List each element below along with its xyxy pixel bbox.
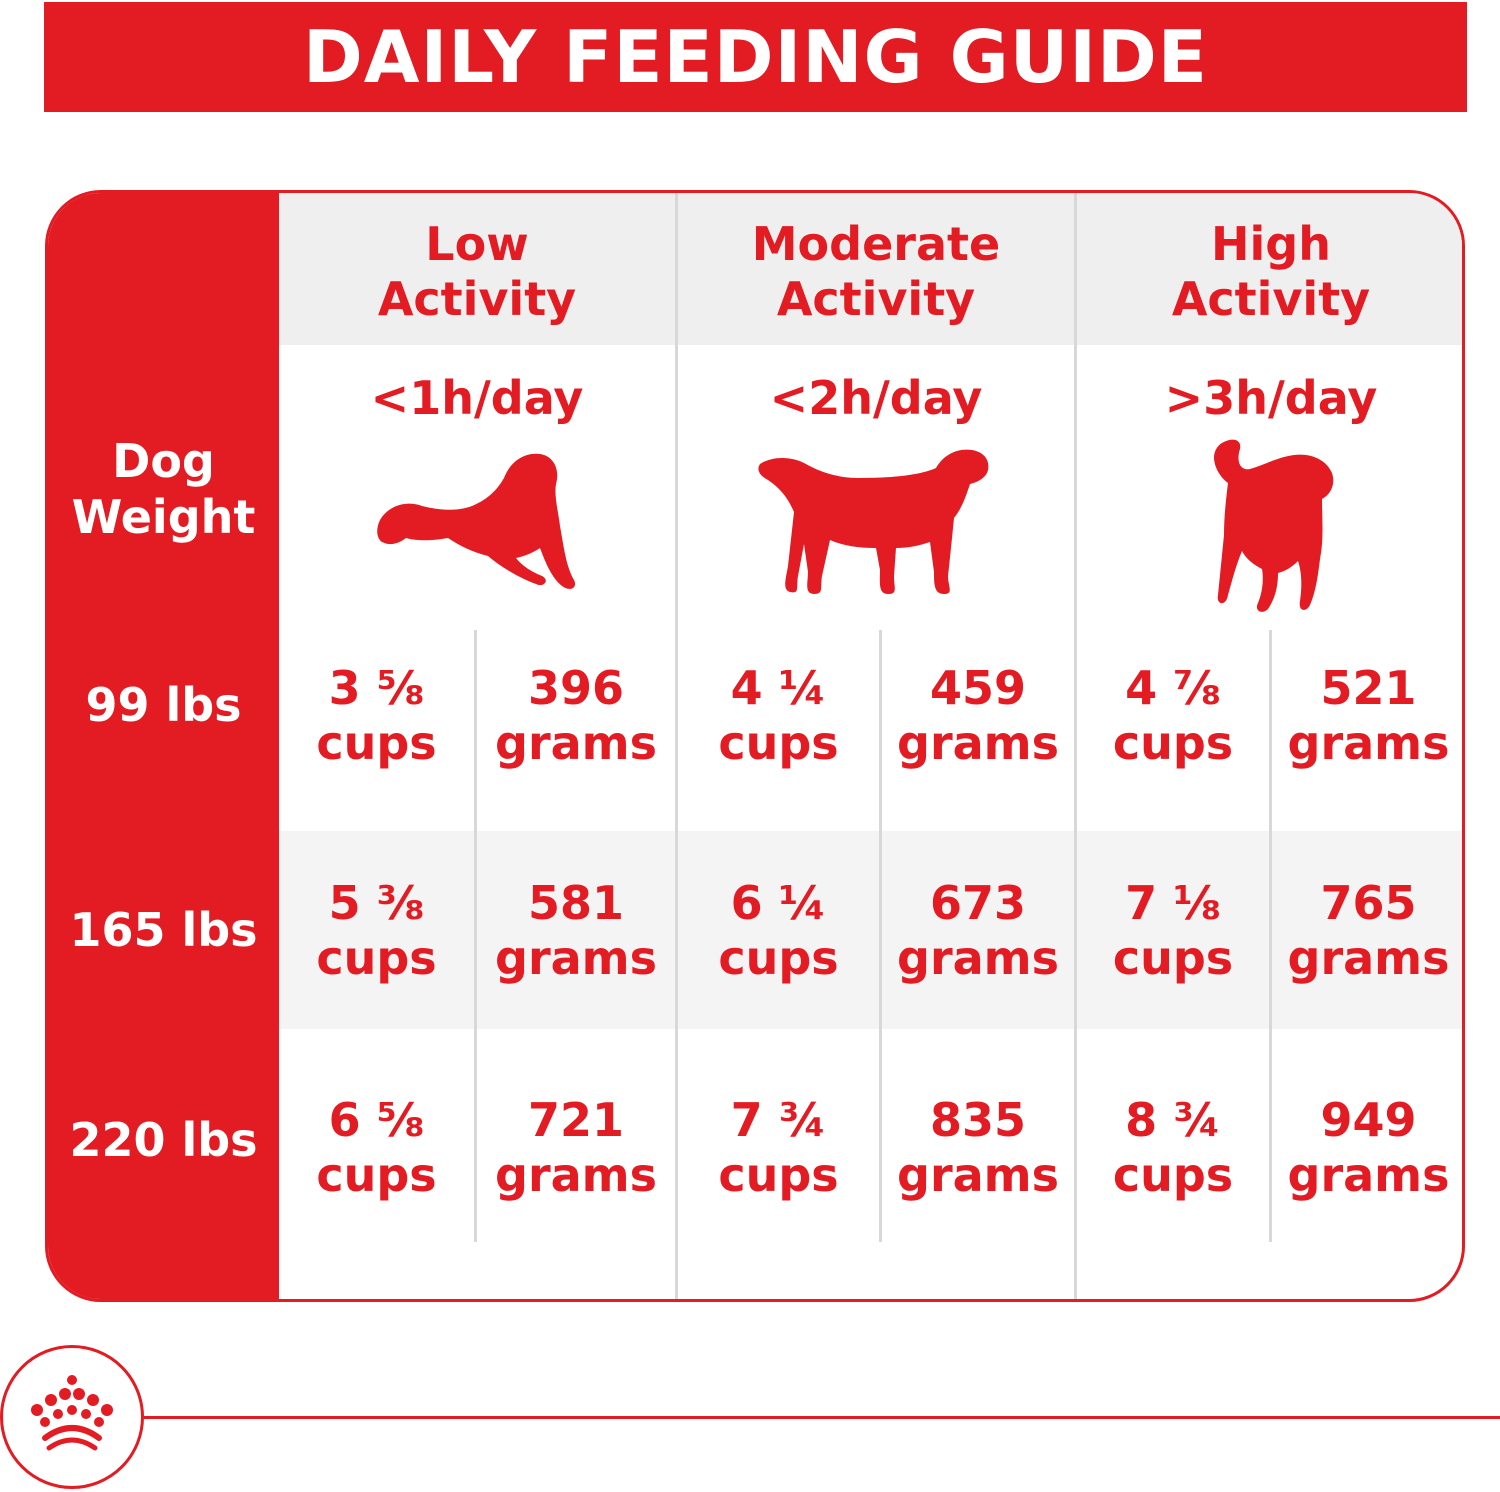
- cell-value: 581: [527, 876, 625, 930]
- divider-high-sub: [1269, 630, 1272, 1242]
- cell-unit: grams: [495, 716, 657, 770]
- cell-unit: cups: [316, 716, 437, 770]
- cell-value: 5 ⅜: [328, 876, 425, 930]
- royal-crown-logo: [0, 1345, 144, 1489]
- cell-value: 459: [929, 661, 1027, 715]
- cell-value: 4 ¼: [730, 661, 827, 715]
- cell-unit: grams: [1287, 716, 1450, 770]
- cell-165-high-cups: 7 ⅛ cups: [1077, 876, 1269, 986]
- activity-title-low-line-1: Low: [425, 217, 529, 271]
- activity-title-low-line-2: Activity: [377, 272, 577, 326]
- activity-title-low: Low Activity: [279, 217, 675, 327]
- cell-unit: grams: [495, 1148, 657, 1202]
- divider-low-moderate: [675, 193, 678, 1299]
- cell-value: 521: [1320, 661, 1417, 715]
- cell-value: 765: [1320, 876, 1417, 930]
- cell-unit: cups: [316, 1148, 437, 1202]
- weight-header: Dog Weight: [48, 433, 279, 545]
- cell-unit: grams: [897, 931, 1059, 985]
- standing-dog-icon: [758, 449, 989, 594]
- activity-time-low: <1h/day: [370, 371, 584, 425]
- weight-220: 220 lbs: [69, 1113, 258, 1167]
- activity-title-moderate-line-2: Activity: [776, 272, 976, 326]
- cell-value: 396: [527, 661, 625, 715]
- cell-220-high-grams: 949 grams: [1272, 1093, 1462, 1203]
- cell-unit: grams: [1287, 931, 1450, 985]
- cell-unit: cups: [1112, 716, 1234, 770]
- cell-99-moderate-grams: 459 grams: [882, 661, 1074, 771]
- activity-title-high-line-1: High: [1211, 217, 1331, 271]
- cell-value: 6 ⅝: [328, 1093, 425, 1147]
- cell-value: 8 ¾: [1125, 1093, 1221, 1147]
- cell-unit: grams: [897, 1148, 1059, 1202]
- weight-99: 99 lbs: [85, 678, 242, 732]
- activity-title-high: High Activity: [1077, 217, 1462, 327]
- activity-title-moderate-line-1: Moderate: [751, 217, 1001, 271]
- cell-value: 7 ⅛: [1125, 876, 1221, 930]
- cell-unit: cups: [718, 1148, 839, 1202]
- activity-title-high-line-2: Activity: [1171, 272, 1371, 326]
- cell-value: 721: [527, 1093, 625, 1147]
- cell-165-moderate-grams: 673 grams: [882, 876, 1074, 986]
- cell-220-moderate-cups: 7 ¾ cups: [678, 1093, 879, 1203]
- page-title: DAILY FEEDING GUIDE: [44, 2, 1467, 112]
- cell-unit: cups: [1112, 1148, 1234, 1202]
- cell-165-low-grams: 581 grams: [477, 876, 675, 986]
- cell-value: 835: [929, 1093, 1027, 1147]
- cell-unit: cups: [718, 716, 839, 770]
- feeding-table: Dog Weight Low Activity Moderate Activit…: [45, 190, 1465, 1302]
- logo-rule: [144, 1416, 1500, 1419]
- lying-dog-icon: [377, 453, 576, 589]
- cell-99-high-cups: 4 ⅞ cups: [1077, 661, 1269, 771]
- weight-165: 165 lbs: [69, 903, 258, 957]
- activity-header-band: [279, 193, 1462, 345]
- divider-moderate-sub: [879, 630, 882, 1242]
- weight-column: [48, 193, 279, 1299]
- cell-value: 3 ⅝: [328, 661, 425, 715]
- cell-unit: grams: [1287, 1148, 1450, 1202]
- cell-unit: grams: [897, 716, 1059, 770]
- cell-unit: grams: [495, 931, 657, 985]
- activity-time-moderate: <2h/day: [769, 371, 983, 425]
- weight-header-line-2: Weight: [71, 490, 256, 544]
- cell-value: 949: [1320, 1093, 1417, 1147]
- cell-unit: cups: [1112, 931, 1234, 985]
- weight-header-line-1: Dog: [112, 434, 215, 488]
- cell-220-moderate-grams: 835 grams: [882, 1093, 1074, 1203]
- cell-220-low-grams: 721 grams: [477, 1093, 675, 1203]
- cell-value: 6 ¼: [730, 876, 827, 930]
- cell-165-moderate-cups: 6 ¼ cups: [678, 876, 879, 986]
- cell-unit: cups: [718, 931, 839, 985]
- activity-title-moderate: Moderate Activity: [678, 217, 1074, 327]
- divider-moderate-high: [1074, 193, 1077, 1299]
- cell-220-low-cups: 6 ⅝ cups: [279, 1093, 474, 1203]
- cell-99-high-grams: 521 grams: [1272, 661, 1462, 771]
- running-dog-icon: [1214, 439, 1334, 612]
- cell-165-high-grams: 765 grams: [1272, 876, 1462, 986]
- cell-220-high-cups: 8 ¾ cups: [1077, 1093, 1269, 1203]
- cell-value: 673: [929, 876, 1027, 930]
- cell-value: 4 ⅞: [1125, 661, 1221, 715]
- cell-value: 7 ¾: [730, 1093, 827, 1147]
- cell-99-low-cups: 3 ⅝ cups: [279, 661, 474, 771]
- cell-unit: cups: [316, 931, 437, 985]
- divider-low-sub: [474, 630, 477, 1242]
- cell-99-moderate-cups: 4 ¼ cups: [678, 661, 879, 771]
- cell-99-low-grams: 396 grams: [477, 661, 675, 771]
- activity-time-high: >3h/day: [1164, 371, 1378, 425]
- crown-icon: [31, 1375, 113, 1451]
- cell-165-low-cups: 5 ⅜ cups: [279, 876, 474, 986]
